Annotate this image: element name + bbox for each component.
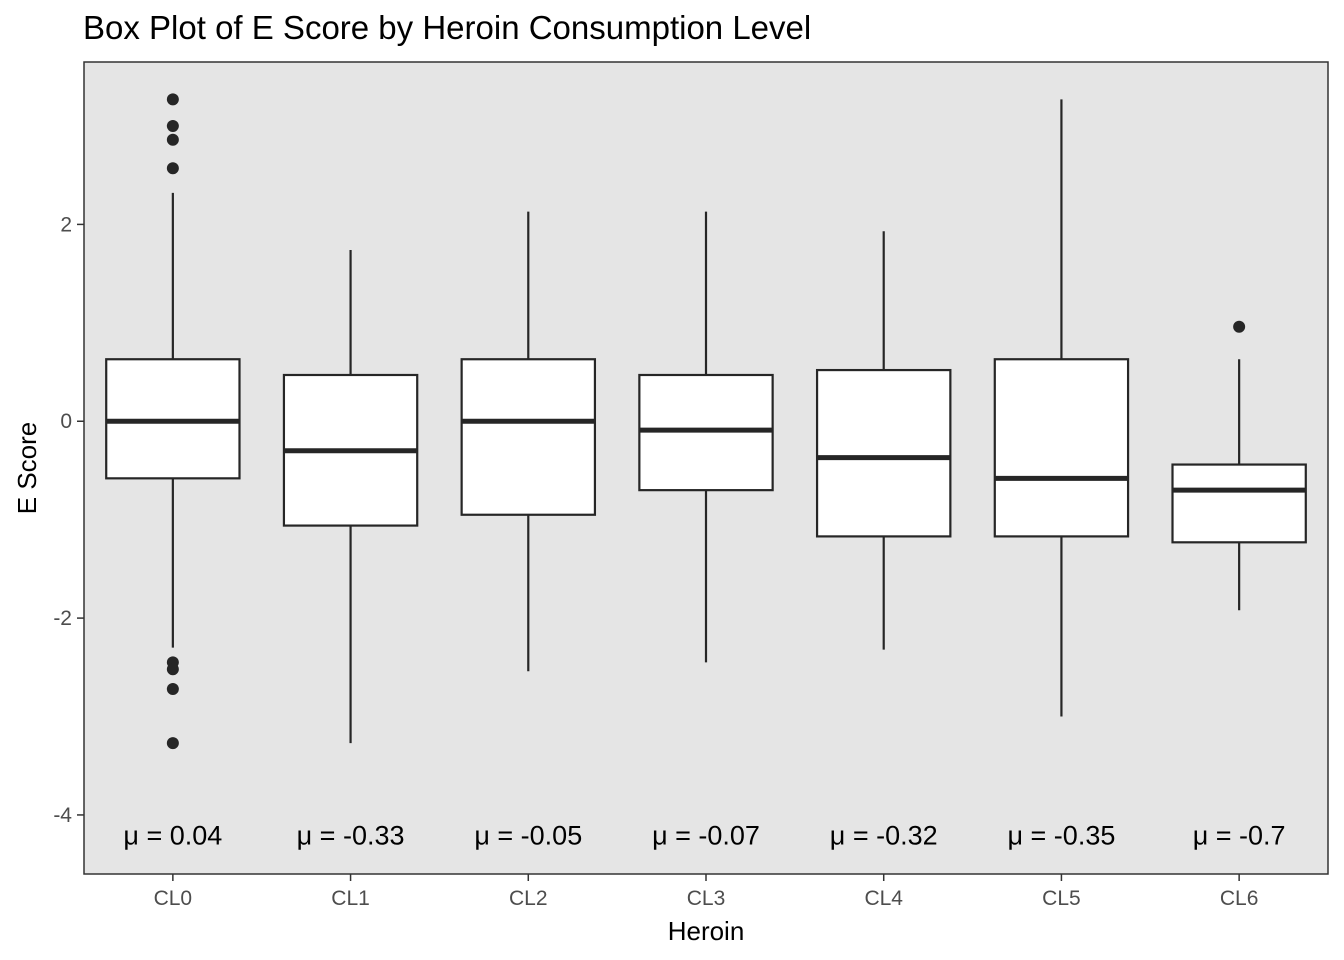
box-CL3: [638, 211, 774, 663]
mean-annotation: μ = -0.07: [652, 821, 760, 851]
x-tick-label: CL5: [1042, 887, 1081, 910]
chart-title: Box Plot of E Score by Heroin Consumptio…: [83, 9, 812, 46]
x-tick-label: CL3: [687, 887, 726, 910]
x-axis-title: Heroin: [668, 916, 745, 946]
box-CL6: [1171, 320, 1307, 611]
outlier-point: [166, 162, 179, 175]
mean-annotation: μ = 0.04: [123, 821, 222, 851]
x-tick-label: CL1: [331, 887, 370, 910]
outlier-point: [166, 93, 179, 106]
y-tick-label: -2: [53, 607, 72, 630]
mean-annotation: μ = -0.35: [1007, 821, 1115, 851]
y-tick-label: 0: [60, 410, 72, 433]
iqr-box: [815, 368, 952, 538]
outlier-point: [166, 119, 179, 132]
outlier-point: [166, 133, 179, 146]
mean-annotation: μ = -0.05: [474, 821, 582, 851]
outlier-point: [166, 737, 179, 750]
iqr-box: [993, 358, 1130, 538]
outlier-point: [166, 682, 179, 695]
iqr-box: [1171, 463, 1307, 544]
x-tick-label: CL2: [509, 887, 548, 910]
mean-annotation: μ = -0.7: [1193, 821, 1286, 851]
iqr-box: [460, 358, 597, 516]
x-tick-label: CL4: [864, 887, 903, 910]
x-tick-label: CL0: [154, 887, 193, 910]
y-tick-label: 2: [60, 213, 72, 236]
box-CL2: [460, 211, 597, 672]
mean-annotation: μ = -0.32: [830, 821, 938, 851]
mean-annotation: μ = -0.33: [297, 821, 405, 851]
y-axis-title: E Score: [12, 422, 42, 515]
box-CL0: [105, 93, 241, 750]
box-CL1: [282, 249, 419, 744]
outlier-point: [166, 663, 179, 676]
box-CL5: [993, 99, 1130, 717]
y-tick-label: -4: [53, 804, 72, 827]
outlier-point: [1233, 320, 1246, 333]
box-CL4: [815, 231, 952, 650]
x-tick-label: CL6: [1220, 887, 1259, 910]
